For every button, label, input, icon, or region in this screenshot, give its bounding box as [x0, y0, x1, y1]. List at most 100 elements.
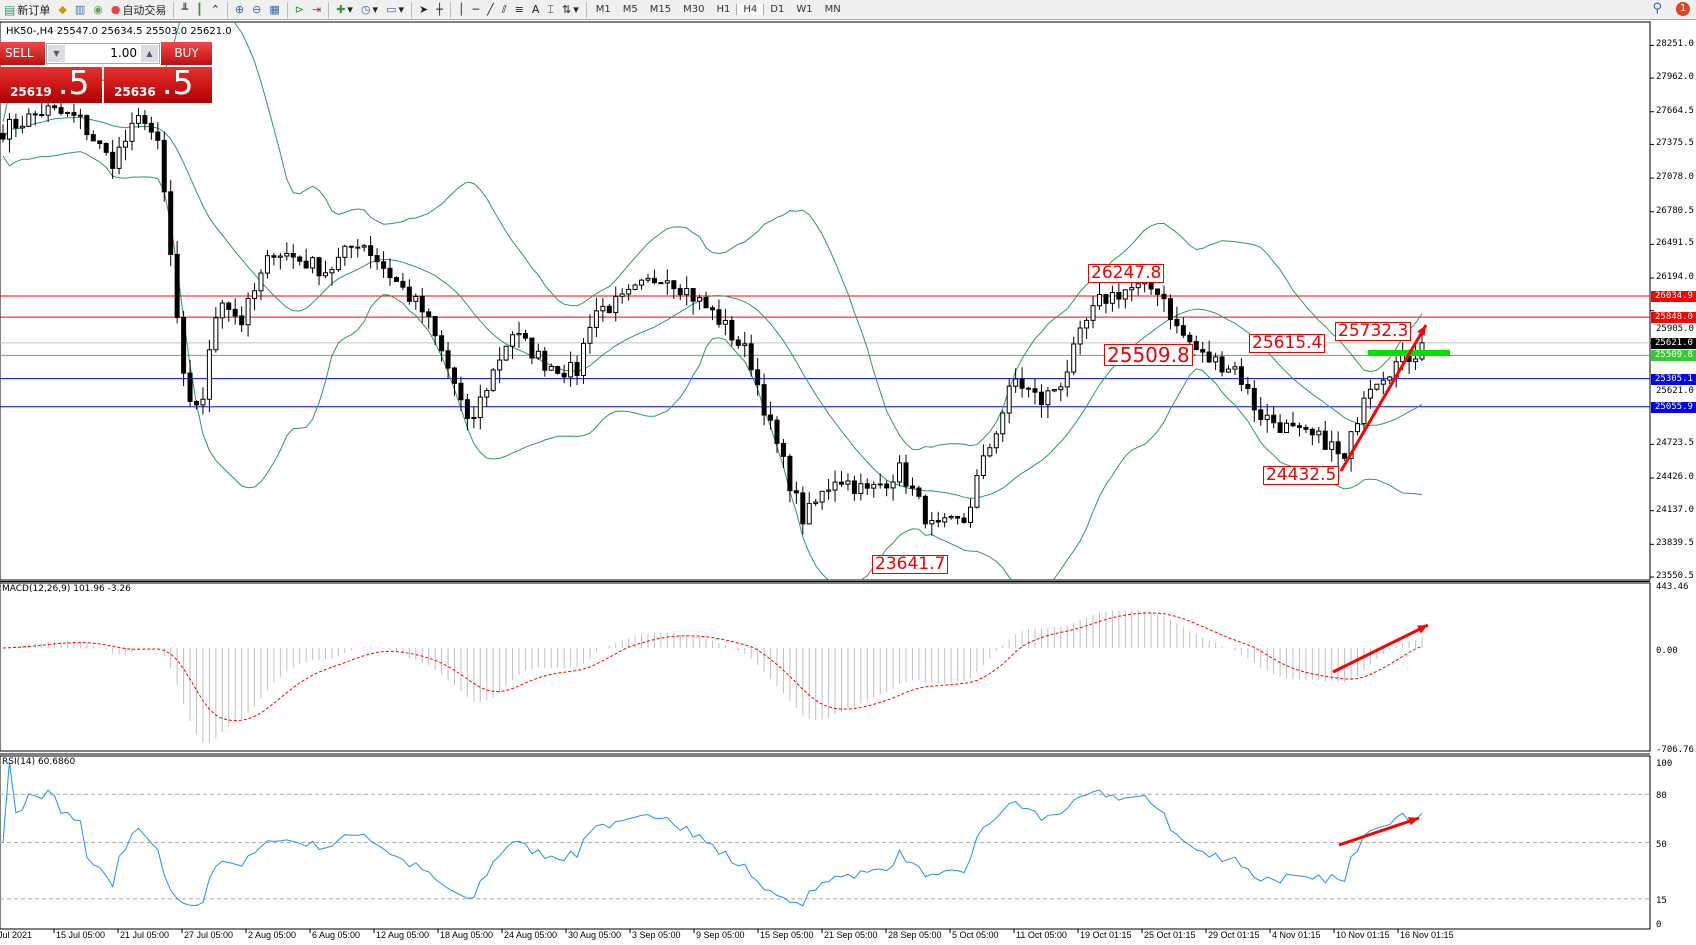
auto-trading-button[interactable]: ● 自动交易: [107, 1, 171, 19]
bull-candle: [516, 333, 522, 336]
bear-candle: [1271, 414, 1277, 424]
bull-candle: [871, 484, 877, 489]
fibonacci-icon: ≡: [514, 3, 524, 16]
bear-candle: [1206, 351, 1212, 363]
bull-candle: [1122, 289, 1128, 300]
bear-candle: [400, 280, 406, 288]
time-axis-label: 9 Sep 05:00: [696, 930, 745, 940]
macd-trend-arrow-icon: [1332, 623, 1429, 674]
bull-candle: [619, 293, 625, 297]
line-chart-button[interactable]: ⌃: [207, 1, 224, 19]
timeframe-w1[interactable]: W1: [796, 4, 813, 15]
timeframe-m15[interactable]: M15: [649, 4, 672, 15]
timeframe-m30[interactable]: M30: [683, 4, 705, 15]
search-icon[interactable]: ⚲: [1652, 1, 1662, 16]
bear-candle: [368, 245, 374, 257]
equidistant-channel-button[interactable]: ⫽: [498, 1, 511, 19]
timeframe-m5[interactable]: M5: [622, 4, 638, 15]
metaeditor-button[interactable]: ◆: [54, 1, 70, 19]
bull-candle: [484, 389, 490, 398]
bull-candle: [684, 288, 690, 296]
candle-chart-button[interactable]: ┃: [192, 1, 207, 19]
autoscroll-button[interactable]: ⊳: [291, 1, 308, 19]
text-button[interactable]: A: [528, 1, 544, 19]
bear-candle: [232, 308, 238, 317]
fibonacci-button[interactable]: ≡: [511, 1, 528, 19]
notification-badge[interactable]: 1: [1676, 1, 1690, 16]
bear-candle: [97, 140, 103, 144]
bear-candle: [1180, 325, 1186, 336]
navigator-icon: ▥: [74, 3, 86, 16]
bear-candle: [445, 350, 451, 369]
bear-candle: [884, 483, 890, 489]
bull-candle: [335, 256, 341, 271]
bull-candle: [342, 245, 348, 258]
sell-price-pips: .5: [58, 63, 90, 102]
vertical-line-button[interactable]: │: [454, 1, 469, 19]
timeframe-d1[interactable]: D1: [770, 4, 785, 15]
bear-candle: [729, 319, 735, 341]
candlestick-icon: ┃: [196, 3, 203, 16]
navigator-button[interactable]: ▥: [71, 1, 89, 19]
bear-candle: [1303, 426, 1309, 430]
bull-candle: [645, 277, 651, 281]
lot-value[interactable]: 1.00: [110, 46, 137, 60]
zoom-in-icon: ⊕: [234, 3, 245, 16]
cursor-button[interactable]: ➤: [415, 1, 432, 19]
rsi-trend-arrow-icon-head: [1408, 817, 1419, 826]
new-order-icon: ▤: [4, 2, 16, 17]
bear-candle: [1026, 387, 1032, 390]
bear-candle: [780, 442, 786, 457]
bear-candle: [1161, 293, 1167, 300]
timeframe-h4[interactable]: H4: [736, 4, 765, 15]
time-axis-label: 10 Nov 01:15: [1336, 930, 1390, 940]
signals-button[interactable]: ◉: [89, 1, 107, 19]
buy-price[interactable]: 25636 .5: [104, 63, 212, 103]
templates-button[interactable]: ▭ ▾: [386, 3, 405, 16]
bear-candle: [529, 337, 535, 359]
indicators-button[interactable]: ✚ ▾: [336, 3, 353, 16]
timeframe-h1[interactable]: H1: [716, 4, 731, 15]
bull-candle: [664, 280, 670, 284]
bull-candle: [593, 310, 599, 328]
crosshair-button[interactable]: ┼: [432, 1, 447, 19]
bear-candle: [71, 112, 77, 116]
arrows-button[interactable]: ⇅ ▾: [562, 3, 579, 16]
bull-candle: [65, 112, 70, 115]
bull-candle: [1000, 412, 1006, 435]
bear-candle: [419, 295, 425, 313]
horizontal-line-button[interactable]: ─: [468, 1, 483, 19]
bear-candle: [935, 520, 941, 523]
decrease-lot-icon[interactable]: ▼: [48, 45, 65, 62]
auto-trading-label: 自动交易: [122, 3, 167, 17]
text-label-button[interactable]: ⌶: [543, 1, 558, 19]
bar-chart-button[interactable]: ╨: [177, 1, 192, 19]
zoom-in-button[interactable]: ⊕: [231, 1, 248, 19]
periods-button[interactable]: ◷ ▾: [360, 3, 379, 16]
bull-candle: [129, 122, 135, 142]
bull-candle: [1135, 283, 1141, 289]
sell-button[interactable]: SELL: [0, 42, 45, 65]
bear-candle: [181, 316, 187, 374]
lot-size-stepper[interactable]: ▼ 1.00 ▲: [46, 43, 160, 64]
buy-button[interactable]: BUY: [161, 42, 212, 65]
bear-candle: [374, 255, 380, 263]
increase-lot-icon[interactable]: ▲: [141, 45, 158, 62]
timeframe-m1[interactable]: M1: [595, 4, 611, 15]
new-order-button[interactable]: ▤ 新订单: [0, 1, 54, 19]
bear-candle: [1219, 356, 1225, 373]
time-axis-label: 19 Oct 01:15: [1080, 930, 1132, 940]
tile-windows-button[interactable]: ▦: [265, 1, 283, 19]
cursor-icon: ➤: [419, 3, 429, 16]
macd-plot: [2, 610, 1423, 743]
trendline-button[interactable]: ╱: [483, 1, 498, 19]
timeframe-mn[interactable]: MN: [824, 4, 841, 15]
one-click-trading-panel: SELL ▼ 1.00 ▲ BUY 25619 .5 25636 .5: [0, 42, 212, 103]
chart-shift-button[interactable]: ⇥: [308, 1, 325, 19]
bull-candle: [948, 516, 954, 519]
bull-candle: [600, 305, 606, 312]
zoom-out-button[interactable]: ⊖: [248, 1, 265, 19]
sell-price[interactable]: 25619 .5: [0, 63, 102, 103]
bull-candle: [1387, 376, 1393, 381]
